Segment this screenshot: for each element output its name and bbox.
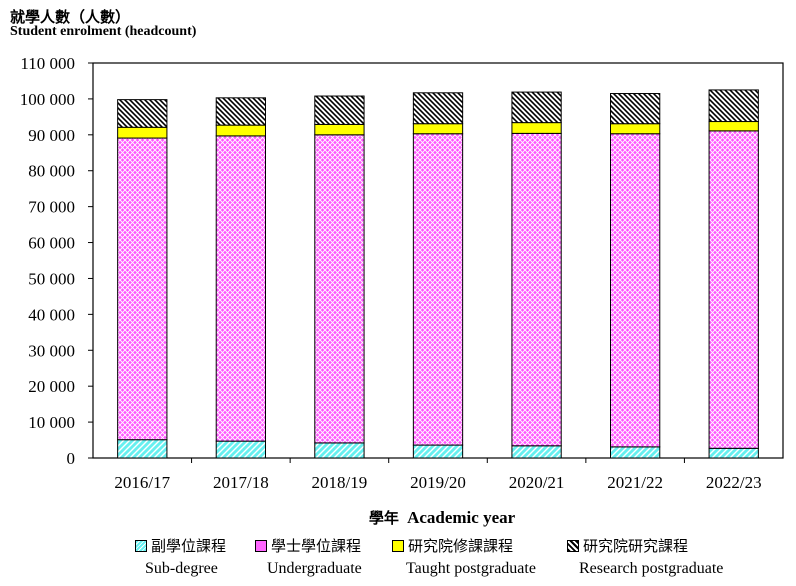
x-tick-label: 2022/23 [706, 473, 762, 492]
bar-segment-undergraduate [314, 134, 365, 444]
bar-segment-sub-degree [708, 447, 759, 459]
x-axis-title-en: Academic year [407, 508, 516, 527]
bar-segment-sub-degree [511, 445, 562, 459]
legend-label-zh: 研究院研究課程 [583, 537, 689, 555]
legend-label-en: Research postgraduate [579, 560, 724, 577]
y-tick-label: 20 000 [28, 377, 75, 396]
legend-item-undergraduate: 學士學位課程 Undergraduate [255, 535, 362, 578]
y-tick-label: 10 000 [28, 413, 75, 432]
stacked-bar-chart: 0 10 000 20 000 30 000 40 000 50 000 60 000 70 … [20, 54, 784, 527]
y-tick-label: 80 000 [28, 162, 75, 181]
bar-segment-research-postgraduate [610, 93, 661, 125]
bar-segment-undergraduate [511, 132, 562, 447]
bar-segment-undergraduate [412, 133, 464, 446]
bar-segment-undergraduate [215, 135, 266, 442]
bar-segment-sub-degree [412, 444, 464, 459]
legend-item-research-postgraduate: 研究院研究課程 Research postgraduate [567, 535, 723, 578]
bar-segment-taught-postgraduate [610, 123, 661, 135]
bar-segment-taught-postgraduate [412, 123, 464, 135]
legend-label-en: Taught postgraduate [406, 560, 536, 577]
legend-label-zh: 研究院修課課程 [408, 537, 514, 555]
legend-item-sub-degree: 副學位課程 Sub-degree [135, 535, 226, 578]
legend-label-en: Undergraduate [267, 560, 362, 577]
bar-segment-undergraduate [610, 133, 661, 448]
bar-segment-sub-degree [314, 442, 365, 459]
bar-segment-taught-postgraduate [117, 126, 168, 139]
bar-segment-taught-postgraduate [314, 123, 365, 136]
x-tick-label: 2020/21 [509, 473, 565, 492]
legend-label-zh: 學士學位課程 [271, 537, 362, 555]
x-tick-label: 2017/18 [213, 473, 269, 492]
y-tick-label: 70 000 [28, 198, 75, 217]
bar-segment-sub-degree [215, 440, 266, 459]
x-tick-label: 2018/19 [312, 473, 368, 492]
y-axis-title-zh: 就學人數（人數） [10, 8, 131, 26]
bar-segment-research-postgraduate [511, 91, 562, 124]
bar-segment-research-postgraduate [215, 97, 266, 126]
x-tick-label: 2016/17 [114, 473, 170, 492]
bar-segment-research-postgraduate [412, 92, 464, 125]
bar-segment-taught-postgraduate [511, 122, 562, 134]
y-tick-label: 40 000 [28, 305, 75, 324]
bar-segment-research-postgraduate [314, 95, 365, 125]
legend-label-zh: 副學位課程 [151, 537, 227, 555]
bar-segment-taught-postgraduate [708, 121, 759, 132]
bar-segment-sub-degree [117, 439, 168, 459]
y-tick-label: 50 000 [28, 269, 75, 288]
legend-swatch-sub-degree [135, 539, 147, 552]
x-tick-label: 2019/20 [410, 473, 466, 492]
x-axis-title: 學年 Academic year [369, 508, 516, 527]
y-axis-title-en: Student enrolment (headcount) [10, 24, 197, 39]
bar-segment-taught-postgraduate [215, 124, 266, 137]
bar-segment-research-postgraduate [708, 89, 759, 123]
y-tick-label: 110 000 [20, 54, 75, 73]
legend-swatch-research-postgraduate [567, 539, 579, 552]
legend-label-en: Sub-degree [145, 560, 218, 577]
y-tick-label: 60 000 [28, 234, 75, 253]
legend: 副學位課程 Sub-degree 學士學位課程 Undergraduate 研究… [0, 535, 796, 585]
bar-segment-sub-degree [610, 446, 661, 459]
legend-swatch-taught-postgraduate [392, 539, 404, 552]
x-tick-label: 2021/22 [607, 473, 663, 492]
y-tick-label: 90 000 [28, 126, 75, 145]
bar-segment-research-postgraduate [117, 99, 168, 128]
y-tick-label: 100 000 [20, 90, 75, 109]
bar-segment-undergraduate [708, 130, 759, 449]
y-tick-label: 0 [67, 449, 76, 468]
y-tick-label: 30 000 [28, 341, 75, 360]
bar-segment-undergraduate [117, 137, 168, 441]
legend-swatch-undergraduate [255, 539, 267, 552]
x-axis-title-zh: 學年 [369, 509, 399, 527]
legend-item-taught-postgraduate: 研究院修課課程 Taught postgraduate [392, 535, 536, 578]
